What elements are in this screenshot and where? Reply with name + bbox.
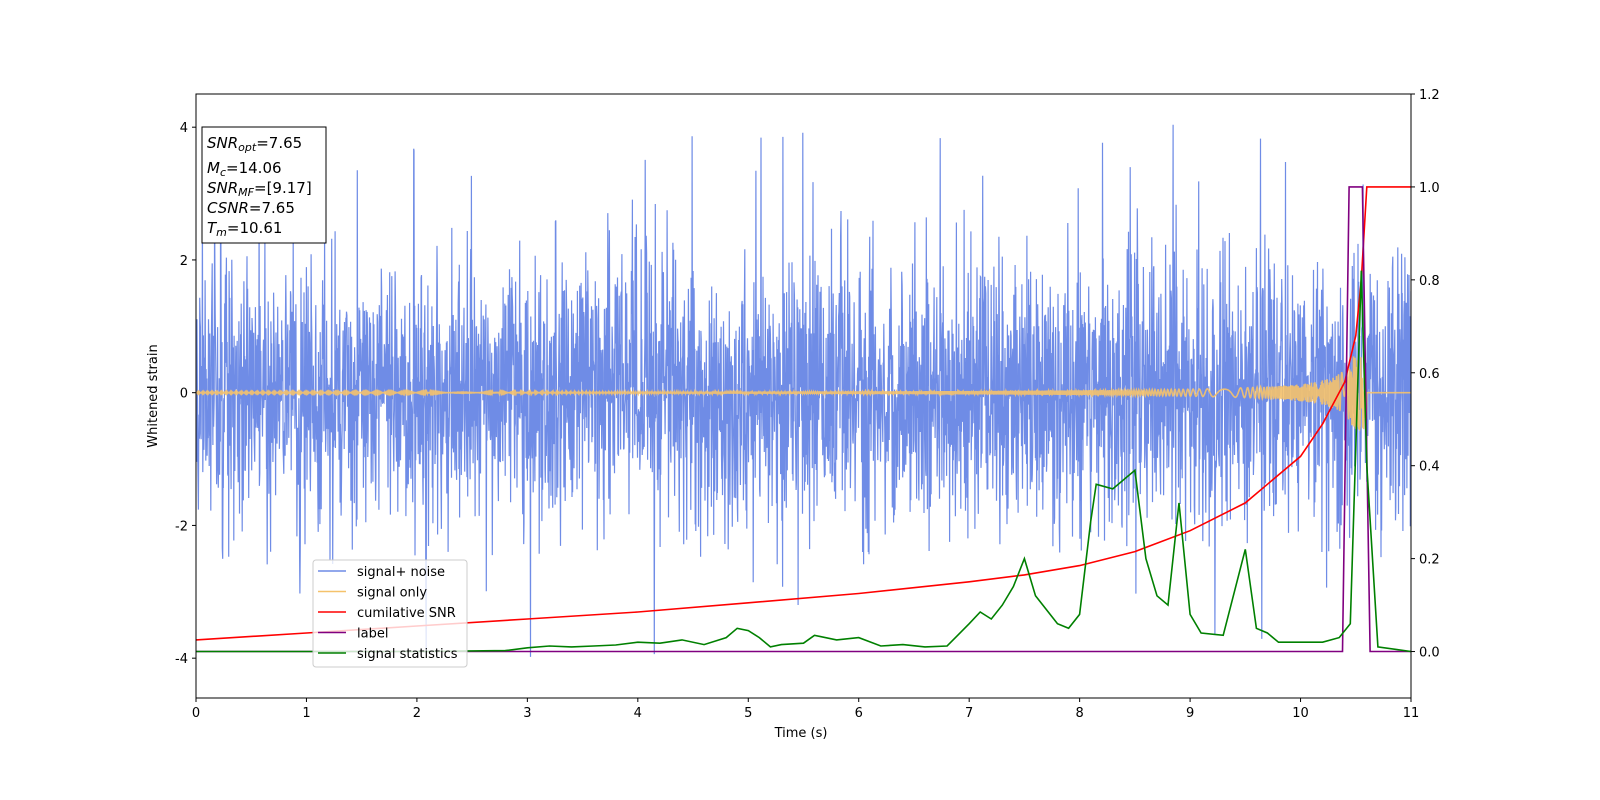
x-tick-label: 0 xyxy=(192,706,200,721)
y-axis-label-left: Whitened strain xyxy=(146,344,161,447)
x-tick-label: 4 xyxy=(634,706,642,721)
legend-label: signal only xyxy=(357,586,427,601)
y-right-tick-label: 0.8 xyxy=(1419,274,1440,289)
annotation-snr-opt: SNRopt=7.65 xyxy=(207,134,302,154)
annotation-csnr: CSNR=7.65 xyxy=(207,199,295,217)
y-right-tick-label: 1.2 xyxy=(1419,88,1440,103)
y-left-tick-label: 2 xyxy=(180,254,188,269)
annotation-mc: Mc=14.06 xyxy=(207,159,282,179)
x-tick-label: 10 xyxy=(1292,706,1309,721)
x-tick-label: 3 xyxy=(523,706,531,721)
x-axis-label: Time (s) xyxy=(774,726,828,741)
y-left-tick-label: 4 xyxy=(180,121,188,136)
legend: signal+ noise signal only cumilative SNR la… xyxy=(312,559,468,668)
ticks-layer: 0 1 2 3 4 5 6 7 8 9 10 11 -4 -2 0 2 4 0.0 0.2 0.4 0.6 0.8 1.0 1… xyxy=(175,88,1440,721)
x-tick-label: 8 xyxy=(1075,706,1083,721)
y-right-tick-label: 0.0 xyxy=(1419,646,1440,661)
x-tick-label: 1 xyxy=(302,706,310,721)
y-left-tick-label: -2 xyxy=(175,519,188,534)
legend-frame xyxy=(312,559,468,668)
annotation-box: SNRopt=7.65 Mc=14.06 SNRMF=[9.17] CSNR=7… xyxy=(201,126,327,244)
y-right-tick-label: 0.4 xyxy=(1419,460,1440,475)
annotation-box-frame xyxy=(201,126,327,244)
y-left-tick-label: 0 xyxy=(180,387,188,402)
legend-label: cumilative SNR xyxy=(357,606,456,621)
x-tick-label: 11 xyxy=(1403,706,1420,721)
x-tick-label: 2 xyxy=(413,706,421,721)
x-tick-label: 7 xyxy=(965,706,973,721)
series-line-signal-only xyxy=(196,356,1411,432)
series-layer xyxy=(196,124,1411,657)
plot-frame xyxy=(195,93,1412,699)
legend-label: signal statistics xyxy=(357,647,458,662)
series-line-signal-statistics xyxy=(196,270,1411,653)
y-right-tick-label: 1.0 xyxy=(1419,181,1440,196)
series-line-cumilative-snr xyxy=(196,186,1411,641)
series-line-signal-noise xyxy=(196,124,1411,657)
annotation-tm: Tm=10.61 xyxy=(207,219,282,239)
x-tick-label: 9 xyxy=(1186,706,1194,721)
legend-label: signal+ noise xyxy=(357,565,445,580)
legend-label: label xyxy=(357,627,388,642)
y-right-tick-label: 0.2 xyxy=(1419,553,1440,568)
y-left-tick-label: -4 xyxy=(175,652,188,667)
annotation-snr-mf: SNRMF=[9.17] xyxy=(207,179,312,199)
x-tick-label: 6 xyxy=(855,706,863,721)
x-tick-label: 5 xyxy=(744,706,752,721)
series-line-label xyxy=(196,186,1411,653)
y-right-tick-label: 0.6 xyxy=(1419,367,1440,382)
